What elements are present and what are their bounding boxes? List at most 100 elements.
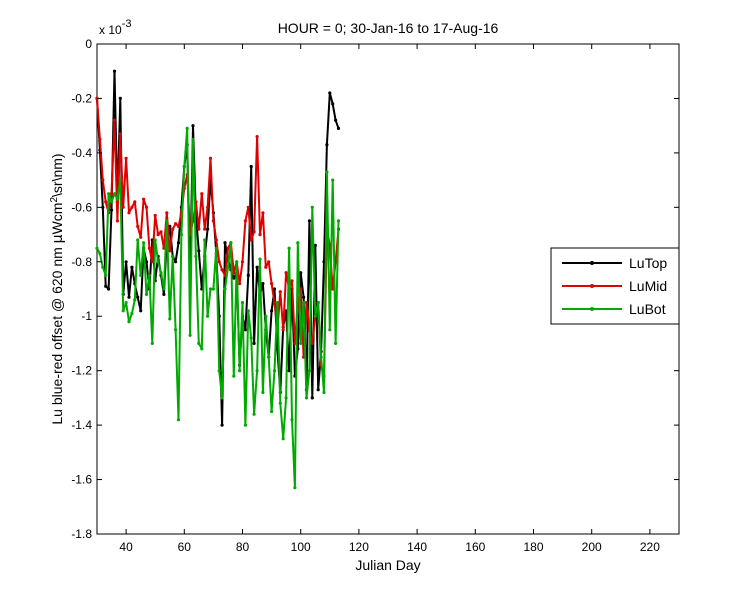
x-tick-label: 200 — [582, 540, 602, 554]
data-point-lumid — [267, 260, 271, 264]
series-layer — [95, 69, 341, 490]
y-axis-label-main: Lu blue-red offset @ 620 nm — [49, 243, 65, 424]
series-line-lubot — [96, 127, 340, 489]
data-point-lubot — [240, 301, 245, 305]
data-point-lubot — [200, 347, 204, 351]
data-point-lutop — [249, 164, 253, 169]
data-point-lumid — [153, 213, 157, 218]
data-point-lubot — [272, 369, 277, 373]
data-point-lumid — [208, 156, 213, 160]
data-point-lubot — [136, 238, 140, 242]
data-point-lubot — [107, 192, 111, 196]
data-point-lubot — [214, 246, 218, 250]
data-point-lutop — [174, 260, 178, 264]
data-point-lutop — [112, 69, 117, 73]
legend-label-lubot: LuBot — [629, 301, 666, 317]
data-point-lumid — [304, 301, 309, 305]
data-point-lutop — [261, 282, 265, 286]
y-tick-label: -1.2 — [71, 364, 92, 378]
data-point-lutop — [206, 227, 210, 231]
data-point-lumid — [118, 132, 122, 136]
data-point-lumid — [284, 271, 288, 275]
legend: LuTop LuMid LuBot — [550, 247, 680, 325]
data-point-lumid — [98, 137, 102, 141]
data-point-lubot — [191, 137, 195, 141]
data-point-lubot — [101, 265, 105, 269]
ticks-layer: 40 60 80 100 120 140 160 180 200 220 0 -0.2 -0.4 -0.6… — [71, 37, 679, 554]
data-point-lubot — [121, 309, 125, 313]
data-point-lutop — [287, 369, 291, 373]
data-point-lutop — [109, 208, 114, 212]
data-point-lutop — [307, 219, 311, 223]
y-axis-label-tail: \sr\nm) — [49, 153, 65, 197]
x-tick-label: 140 — [407, 540, 427, 554]
y-axis-label-superscript: 2 — [49, 197, 60, 203]
data-point-lubot — [182, 164, 186, 169]
data-point-lumid — [124, 156, 128, 160]
data-point-lumid — [217, 260, 221, 264]
data-point-lutop — [232, 276, 236, 280]
data-point-lubot — [299, 341, 303, 345]
data-point-lumid — [249, 238, 253, 242]
data-point-lubot — [296, 241, 300, 245]
data-point-lubot — [243, 423, 247, 427]
data-point-lubot — [144, 292, 149, 296]
data-point-lubot — [118, 178, 122, 182]
data-point-lumid — [127, 211, 131, 215]
data-point-lumid — [109, 192, 114, 196]
data-point-lubot — [217, 369, 221, 373]
data-point-lutop — [130, 265, 134, 269]
data-point-lubot — [334, 341, 338, 345]
data-point-lubot — [325, 170, 329, 174]
x-tick-label: 100 — [291, 540, 311, 554]
data-point-lumid — [226, 246, 230, 250]
data-point-lubot — [246, 309, 250, 313]
data-point-lubot — [109, 200, 114, 204]
data-point-lubot — [188, 333, 192, 337]
data-point-lumid — [255, 135, 259, 139]
data-point-lubot — [197, 341, 201, 345]
data-point-lubot — [124, 301, 128, 305]
data-point-lutop — [313, 243, 317, 247]
data-point-lubot — [153, 238, 157, 242]
y-tick-label: -1.8 — [71, 527, 92, 541]
data-point-lubot — [319, 355, 323, 359]
data-point-lutop — [197, 249, 201, 253]
data-point-lubot — [127, 320, 131, 324]
data-point-lumid — [232, 271, 236, 275]
data-point-lutop — [101, 205, 105, 209]
data-point-lutop — [270, 309, 274, 313]
data-point-lubot — [223, 287, 227, 291]
data-point-lubot — [232, 374, 236, 378]
data-point-lutop — [246, 273, 250, 277]
data-point-lubot — [293, 486, 297, 490]
y-tick-label: 0 — [85, 37, 92, 51]
data-point-lubot — [267, 355, 271, 359]
data-point-lutop — [124, 260, 128, 264]
data-point-lubot — [168, 317, 172, 321]
data-point-lubot — [203, 238, 207, 242]
data-point-lubot — [179, 233, 183, 237]
data-point-lutop — [162, 292, 166, 296]
data-point-lubot — [162, 287, 166, 291]
data-point-lutop — [136, 295, 140, 299]
data-point-lumid — [130, 205, 134, 209]
data-point-lutop — [325, 143, 329, 147]
data-point-lumid — [121, 205, 125, 209]
chart-title: HOUR = 0; 30-Jan-16 to 17-Aug-16 — [278, 20, 499, 36]
data-point-lumid — [101, 178, 105, 182]
data-point-lubot — [156, 260, 160, 264]
data-point-lubot — [278, 401, 282, 405]
data-point-lubot — [258, 257, 262, 261]
data-point-lumid — [258, 233, 262, 237]
data-point-lumid — [165, 211, 169, 215]
data-point-lubot — [322, 390, 326, 394]
data-point-lubot — [139, 273, 143, 277]
data-point-lubot — [290, 418, 294, 422]
data-point-lubot — [261, 390, 265, 394]
data-point-lubot — [287, 246, 291, 250]
data-point-lutop — [191, 124, 195, 128]
data-point-lubot — [252, 412, 256, 416]
data-point-lumid — [171, 227, 175, 231]
data-point-lubot — [313, 314, 317, 318]
